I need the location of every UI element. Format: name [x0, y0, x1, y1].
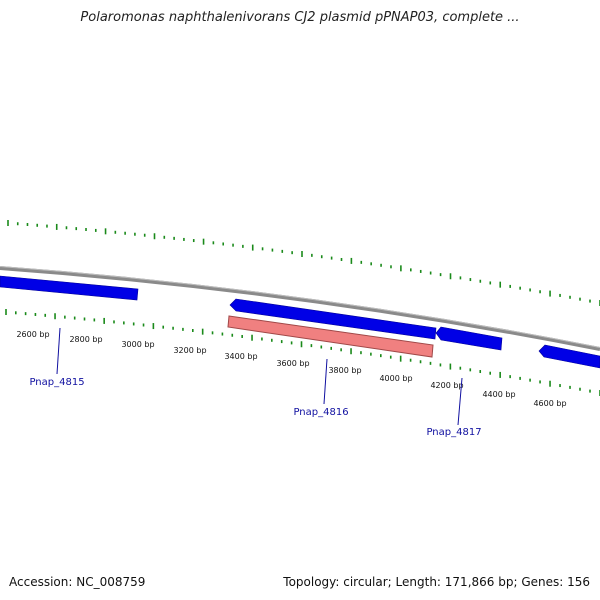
gene-feature[interactable] [0, 275, 139, 301]
gene-feature-pnap-4816-neighbor[interactable] [229, 298, 437, 340]
scale-label: 3200 bp [173, 346, 206, 355]
scale-label: 4400 bp [482, 390, 515, 399]
gene-label-pnap-4816[interactable]: Pnap_4816 [293, 407, 348, 418]
outer-tick-ring [7, 220, 600, 306]
scale-label: 4200 bp [430, 381, 463, 390]
inner-tick-ring [5, 309, 600, 396]
gene-label-leader-line [323, 358, 328, 405]
scale-label: 2600 bp [16, 330, 49, 339]
scale-label: 2800 bp [69, 335, 102, 344]
gene-label-leader-line [457, 377, 463, 426]
topology-summary-text: Topology: circular; Length: 171,866 bp; … [283, 575, 590, 589]
gene-feature-highlighted[interactable] [227, 315, 434, 358]
plasmid-backbone-highlight [0, 266, 600, 348]
scale-label: 3600 bp [276, 359, 309, 368]
scale-label: 3800 bp [328, 366, 361, 375]
gene-feature[interactable] [538, 344, 600, 369]
scale-label: 3400 bp [224, 352, 257, 361]
gene-label-leader-line [56, 327, 61, 375]
map-title: Polaromonas naphthalenivorans CJ2 plasmi… [80, 10, 520, 25]
scale-label: 4600 bp [533, 399, 566, 408]
scale-labels: 2600 bp 2800 bp 3000 bp 3200 bp 3400 bp 3600 … [16, 330, 566, 408]
scale-label: 4000 bp [379, 374, 412, 383]
accession-text: Accession: NC_008759 [9, 575, 146, 589]
scale-label: 3000 bp [121, 340, 154, 349]
plasmid-backbone [0, 266, 600, 351]
gene-label-pnap-4815[interactable]: Pnap_4815 [29, 377, 84, 388]
gene-label-pnap-4817[interactable]: Pnap_4817 [426, 427, 481, 438]
gene-feature[interactable] [435, 326, 503, 351]
